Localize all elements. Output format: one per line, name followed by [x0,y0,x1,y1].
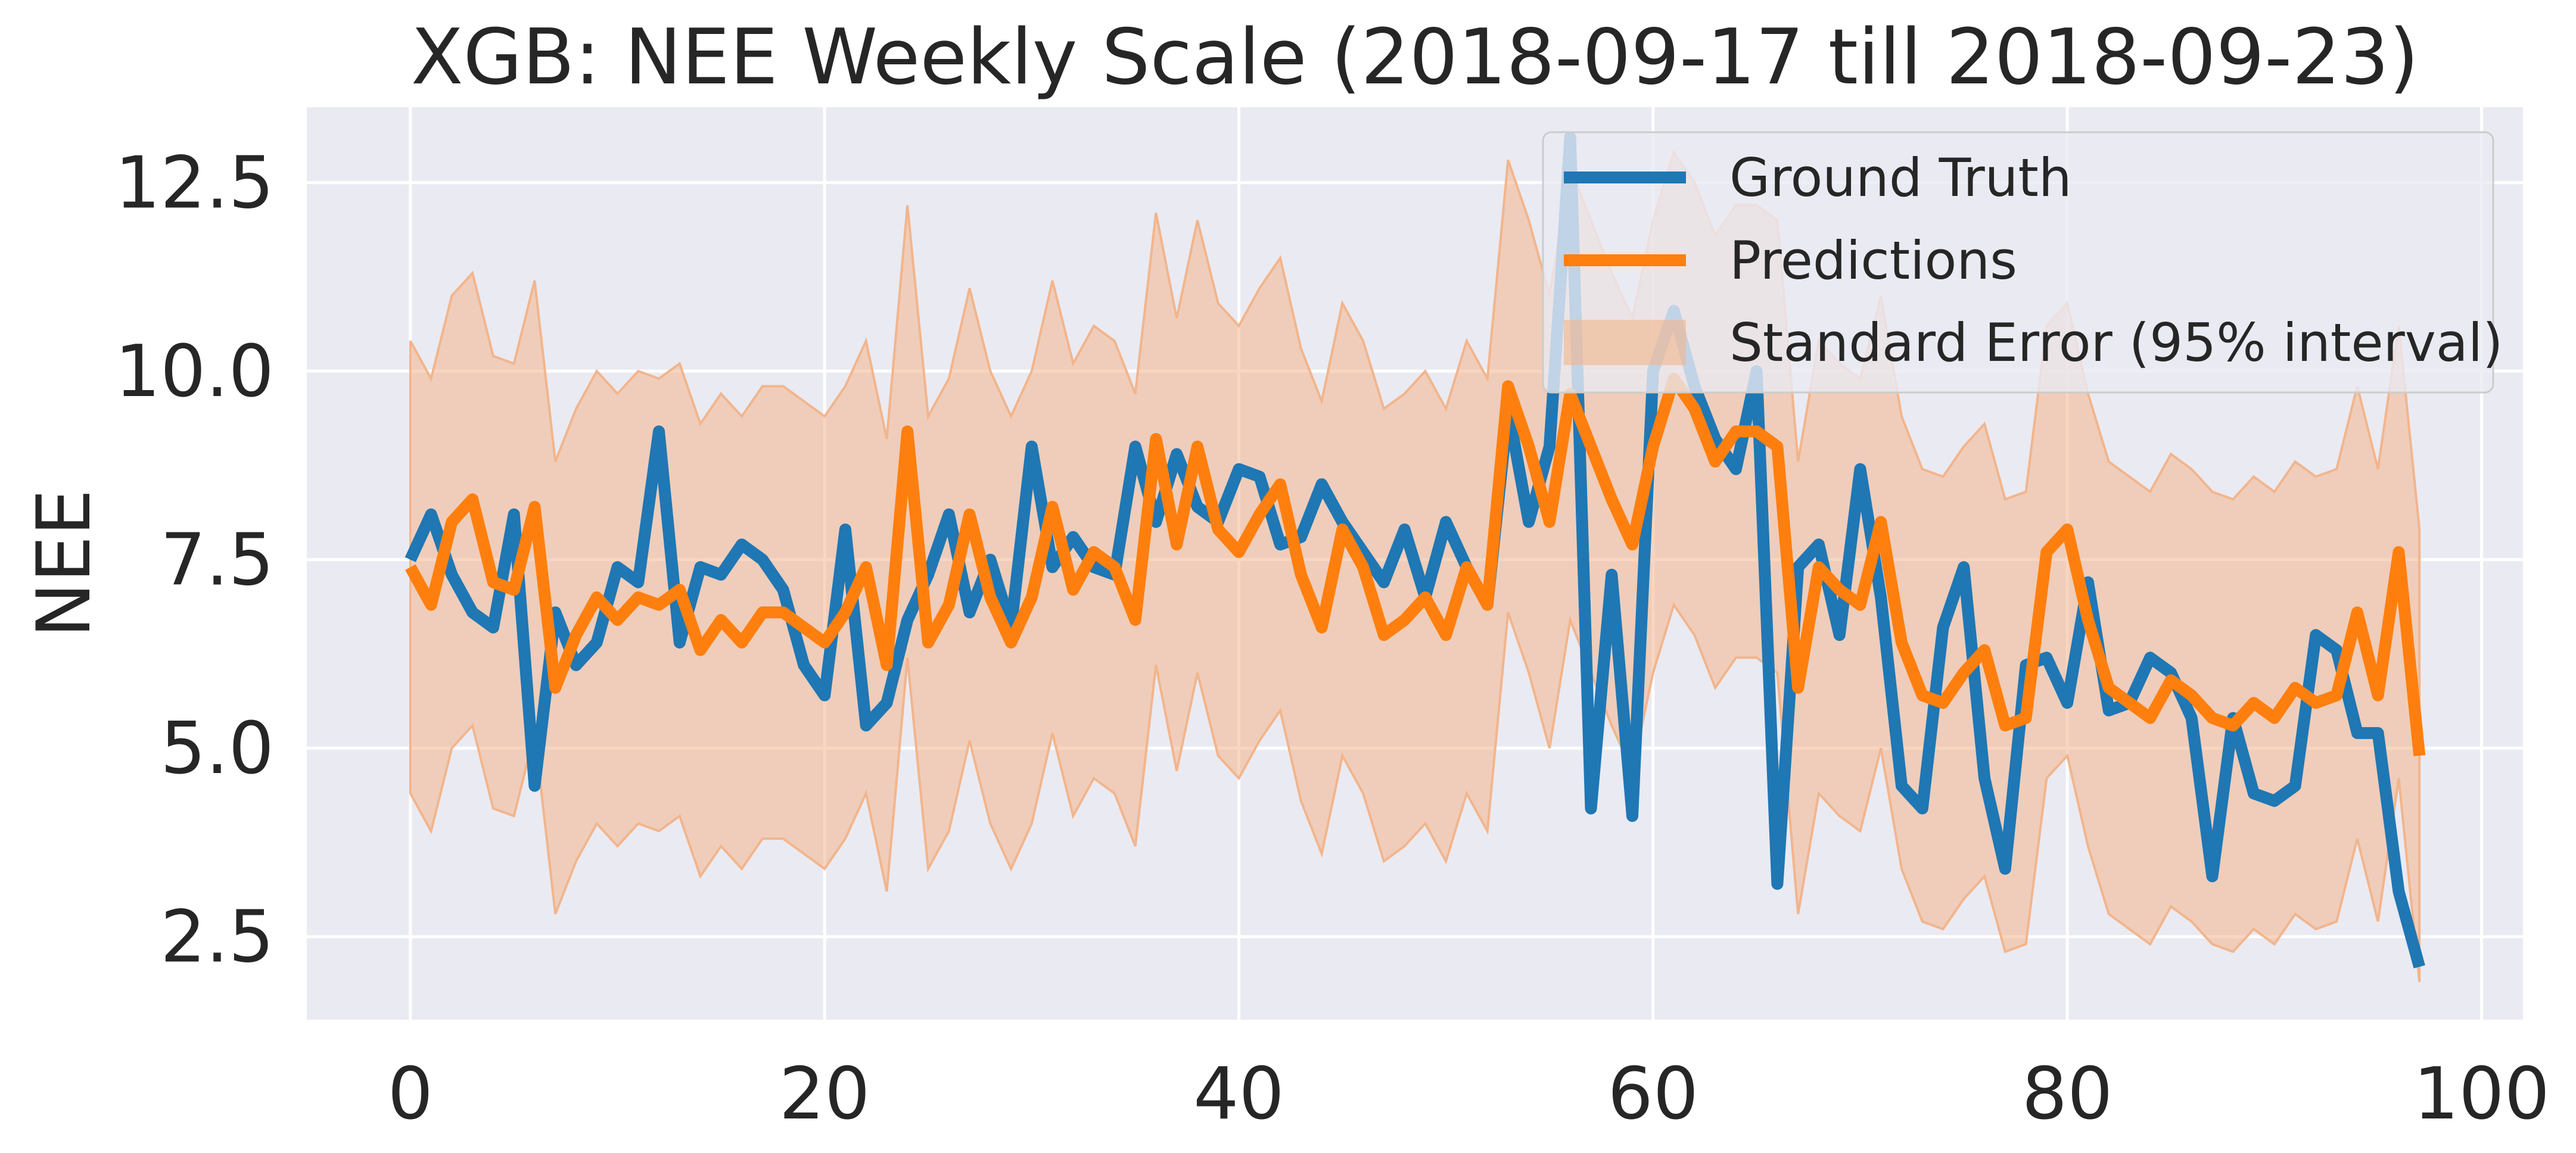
y-tick-label: 5.0 [160,708,274,790]
series-lines [405,131,2426,969]
legend-label-predictions: Predictions [1729,230,2017,291]
legend: Ground Truth Predictions Standard Error … [1542,131,2503,394]
x-tick-label: 0 [388,1053,433,1136]
x-tick-label: 80 [2022,1053,2113,1136]
y-axis-label: NEE [21,489,107,637]
predictions-line [405,372,2426,756]
legend-box [1542,131,2494,394]
y-tick-label: 12.5 [115,142,274,225]
x-tick-label: 60 [1607,1053,1698,1136]
y-tick-label: 7.5 [160,519,274,602]
x-tick-label: 40 [1193,1053,1284,1136]
x-tick-label: 20 [779,1053,870,1136]
legend-swatch-standard-error [1564,320,1686,365]
x-tick-label: 100 [2413,1053,2550,1136]
legend-label-ground-truth: Ground Truth [1729,147,2072,208]
x-tick-labels: 0 20 40 60 80 100 [388,1053,2550,1136]
legend-label-standard-error: Standard Error (95% interval) [1729,312,2503,373]
y-tick-label: 10.0 [115,331,274,413]
y-tick-label: 2.5 [160,896,274,979]
chart-title: XGB: NEE Weekly Scale (2018-09-17 till 2… [411,13,2419,102]
y-tick-labels: 2.5 5.0 7.5 10.0 12.5 [115,142,274,979]
